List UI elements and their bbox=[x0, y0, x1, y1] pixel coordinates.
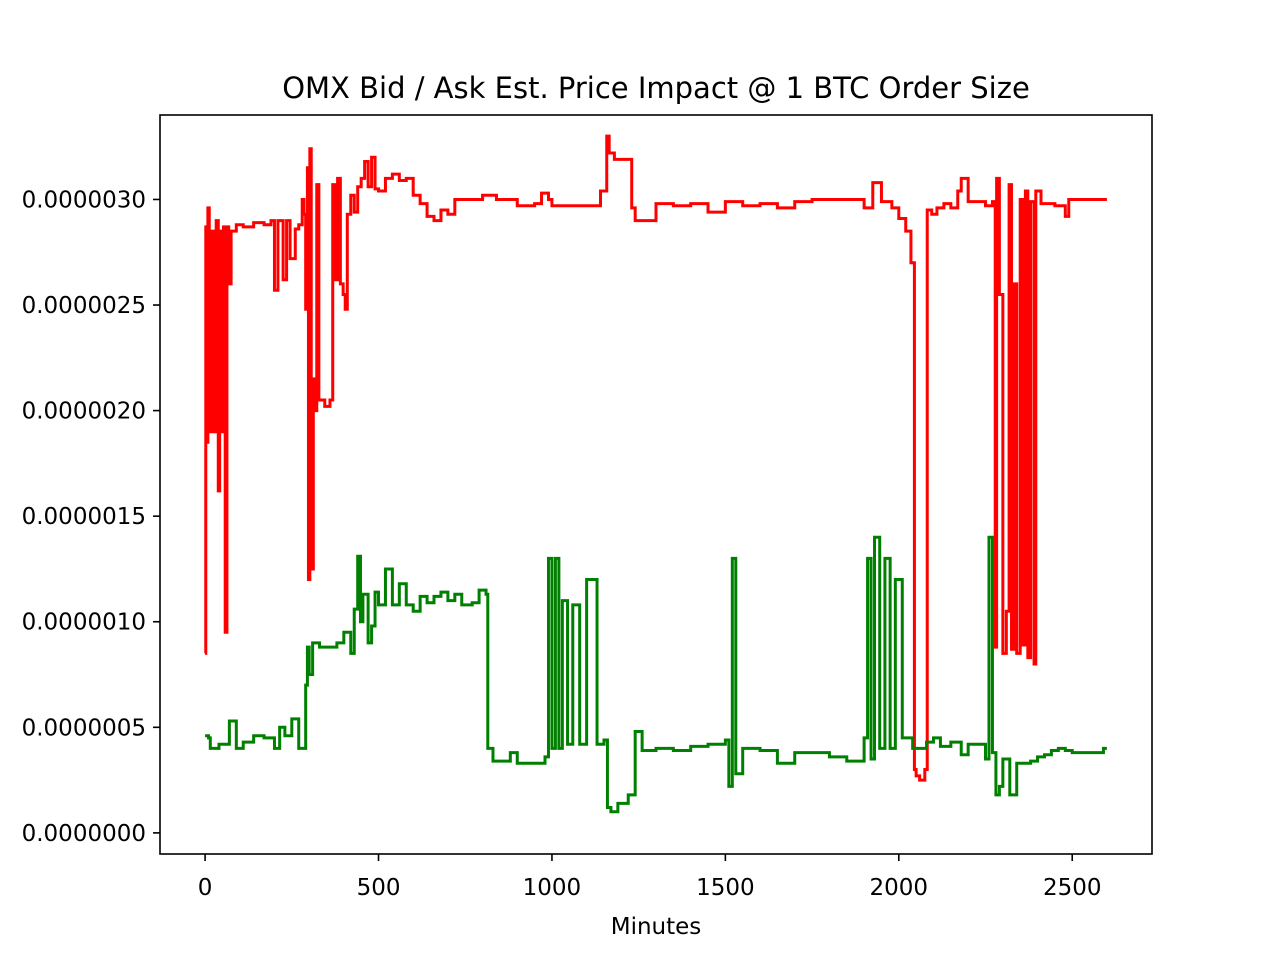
x-tick-label: 500 bbox=[357, 875, 401, 901]
y-tick-label: 0.0000010 bbox=[22, 610, 146, 636]
x-axis: 0 500 1000 1500 2000 2500 bbox=[198, 854, 1102, 901]
series-line-red bbox=[204, 134, 1107, 782]
x-tick-label: 1500 bbox=[696, 875, 755, 901]
series-layer bbox=[204, 134, 1107, 814]
y-tick-label: 0.0000025 bbox=[22, 293, 146, 319]
y-tick-label: 0.0000020 bbox=[22, 399, 146, 425]
chart-title: OMX Bid / Ask Est. Price Impact @ 1 BTC … bbox=[282, 71, 1030, 105]
plot-frame bbox=[159, 114, 1153, 855]
y-axis: 0.0000000 0.0000005 0.0000010 0.0000015 0.00… bbox=[22, 187, 160, 847]
x-tick-label: 1000 bbox=[523, 875, 582, 901]
x-tick-label: 0 bbox=[198, 875, 213, 901]
y-tick-label: 0.0000030 bbox=[22, 187, 146, 213]
y-tick-label: 0.0000000 bbox=[22, 821, 146, 847]
x-tick-label: 2500 bbox=[1043, 875, 1102, 901]
series-line-green bbox=[205, 535, 1107, 814]
y-tick-label: 0.0000015 bbox=[22, 504, 146, 530]
x-axis-title: Minutes bbox=[611, 914, 702, 940]
y-tick-label: 0.0000005 bbox=[22, 715, 146, 741]
x-tick-label: 2000 bbox=[870, 875, 929, 901]
